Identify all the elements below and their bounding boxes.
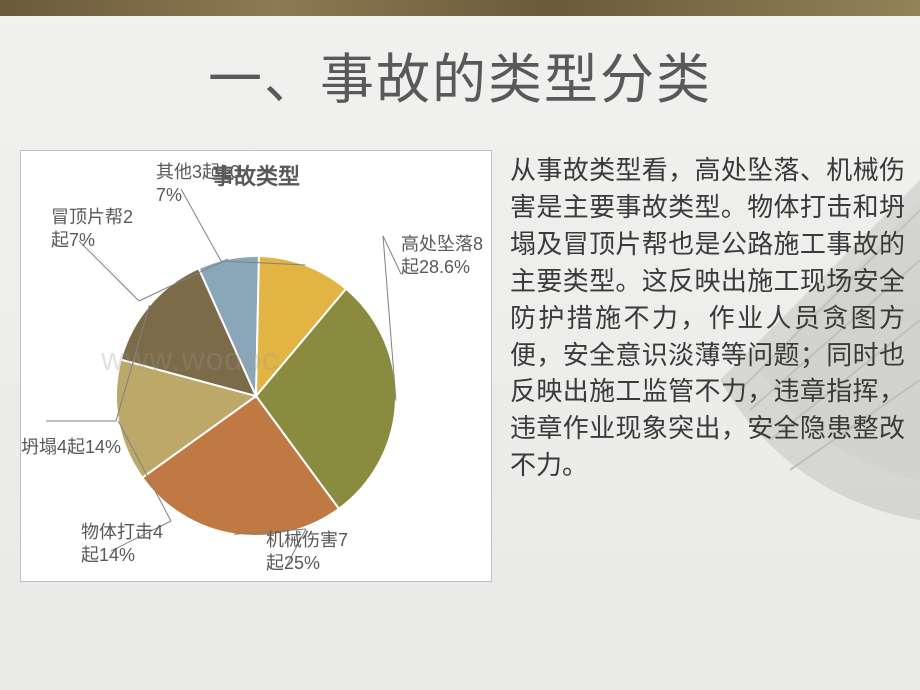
- decorative-top-band: [0, 0, 920, 16]
- pie-slice-label: 高处坠落8 起28.6%: [401, 233, 483, 278]
- pie-slice-label: 冒顶片帮2 起7%: [51, 206, 133, 251]
- pie-slice-label: 物体打击4 起14%: [81, 521, 163, 566]
- title-wrap: 一、事故的类型分类: [0, 35, 920, 114]
- pie-slice-label: 机械伤害7 起25%: [266, 529, 348, 574]
- slide-title: 一、事故的类型分类: [0, 35, 920, 114]
- pie-slice-label: 坍塌4起14%: [21, 436, 121, 459]
- pie-chart-container: 事故类型 www.wodoc 高处坠落8 起28.6%机械伤害7 起25%物体打…: [20, 150, 492, 582]
- slide: 一、事故的类型分类 事故类型 www.wodoc 高处坠落8 起28.6%机械伤…: [0, 0, 920, 690]
- pie-slice-label: 其他3起10. 7%: [156, 161, 245, 206]
- body-text: 从事故类型看，高处坠落、机械伤害是主要事故类型。物体打击和坍塌及冒顶片帮也是公路…: [510, 152, 905, 484]
